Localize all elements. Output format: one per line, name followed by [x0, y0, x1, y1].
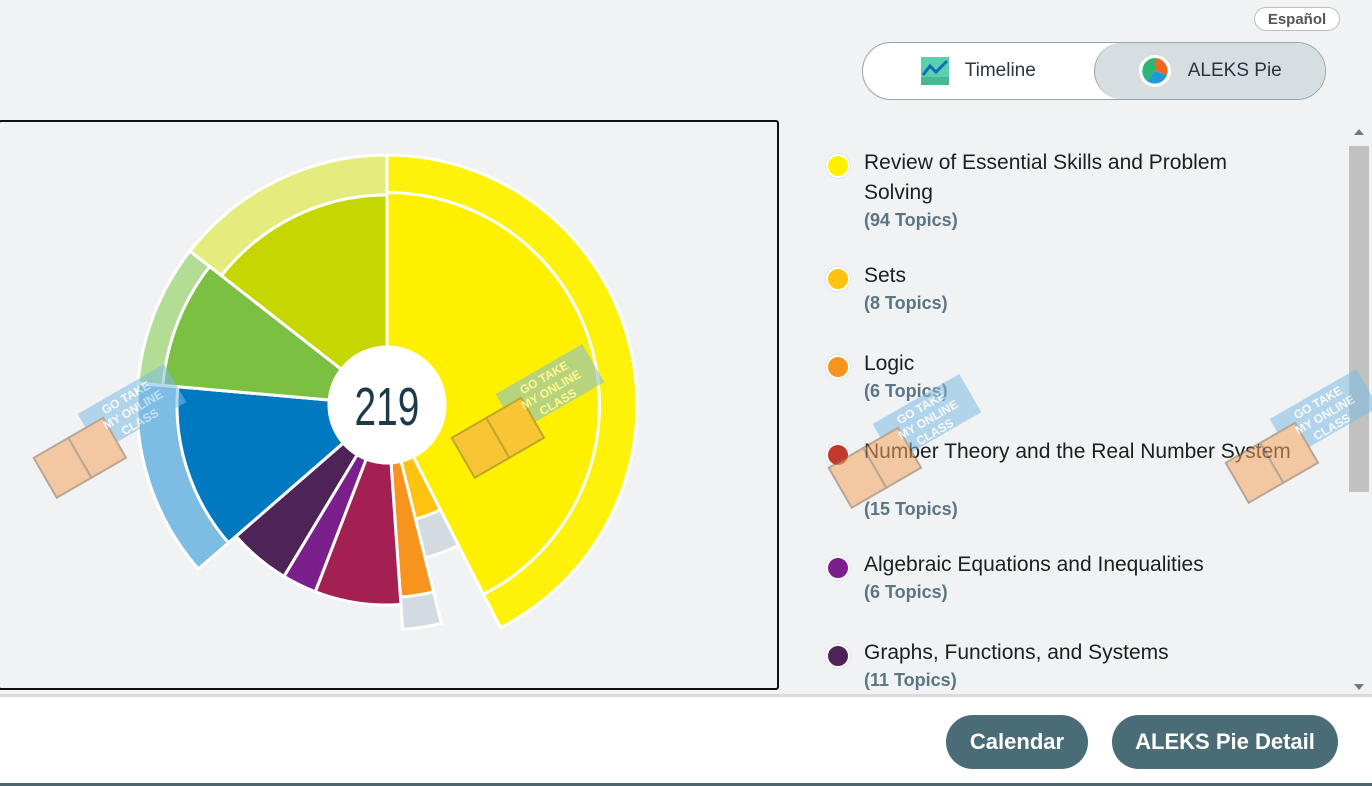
- legend-item-name: Sets: [864, 264, 907, 287]
- language-toggle-button[interactable]: Español: [1254, 7, 1340, 31]
- aleks-pie-tab[interactable]: ALEKS Pie: [1093, 43, 1325, 99]
- legend-color-dot: [826, 644, 850, 668]
- legend-color-dot: [826, 267, 850, 291]
- legend-item-name: Algebraic Equations and Inequalities: [864, 553, 1204, 576]
- view-toggle: Timeline ALEKS Pie: [862, 42, 1326, 100]
- legend-item-topic-count: (6 Topics): [864, 582, 948, 602]
- legend-item-topic-count: (15 Topics): [864, 499, 958, 519]
- timeline-label: Timeline: [964, 60, 1036, 81]
- legend-item-topic-count: (94 Topics): [864, 210, 958, 230]
- watermark-logo: GO TAKE MY ONLINE CLASS: [1224, 369, 1372, 505]
- legend-color-dot: [826, 355, 850, 379]
- watermark-logo: GO TAKE MY ONLINE CLASS: [827, 374, 982, 510]
- legend-item-topic-count: (8 Topics): [864, 293, 948, 313]
- scroll-down-arrow-icon[interactable]: [1354, 684, 1364, 690]
- pie-center-circle[interactable]: [329, 347, 445, 463]
- aleks-pie-label: ALEKS Pie: [1187, 60, 1282, 81]
- legend-item-name: Number Theory and the Real Number System: [864, 440, 1291, 463]
- timeline-tab[interactable]: Timeline: [863, 43, 1094, 99]
- pie-legend: Review of Essential Skills and Problem S…: [800, 130, 1345, 690]
- pie-icon: [1138, 55, 1171, 87]
- timeline-icon: [920, 57, 949, 85]
- legend-item-name: Graphs, Functions, and Systems: [864, 641, 1169, 664]
- legend-color-dot: [826, 154, 850, 178]
- scroll-up-arrow-icon[interactable]: [1354, 129, 1364, 135]
- pie-center-total[interactable]: 219: [355, 376, 420, 437]
- calendar-button[interactable]: Calendar: [946, 715, 1088, 769]
- legend-item-name: Review of Essential Skills and Problem S…: [864, 151, 1227, 204]
- aleks-pie-detail-button[interactable]: ALEKS Pie Detail: [1112, 715, 1338, 769]
- footer-divider: [0, 783, 1372, 786]
- legend-color-dot: [826, 556, 850, 580]
- legend-item-topic-count: (11 Topics): [864, 670, 957, 690]
- watermark-logo: GO TAKE MY ONLINE CLASS: [32, 364, 187, 500]
- legend-item-name: Logic: [864, 352, 915, 375]
- watermark-logo: GO TAKE MY ONLINE CLASS: [450, 344, 605, 480]
